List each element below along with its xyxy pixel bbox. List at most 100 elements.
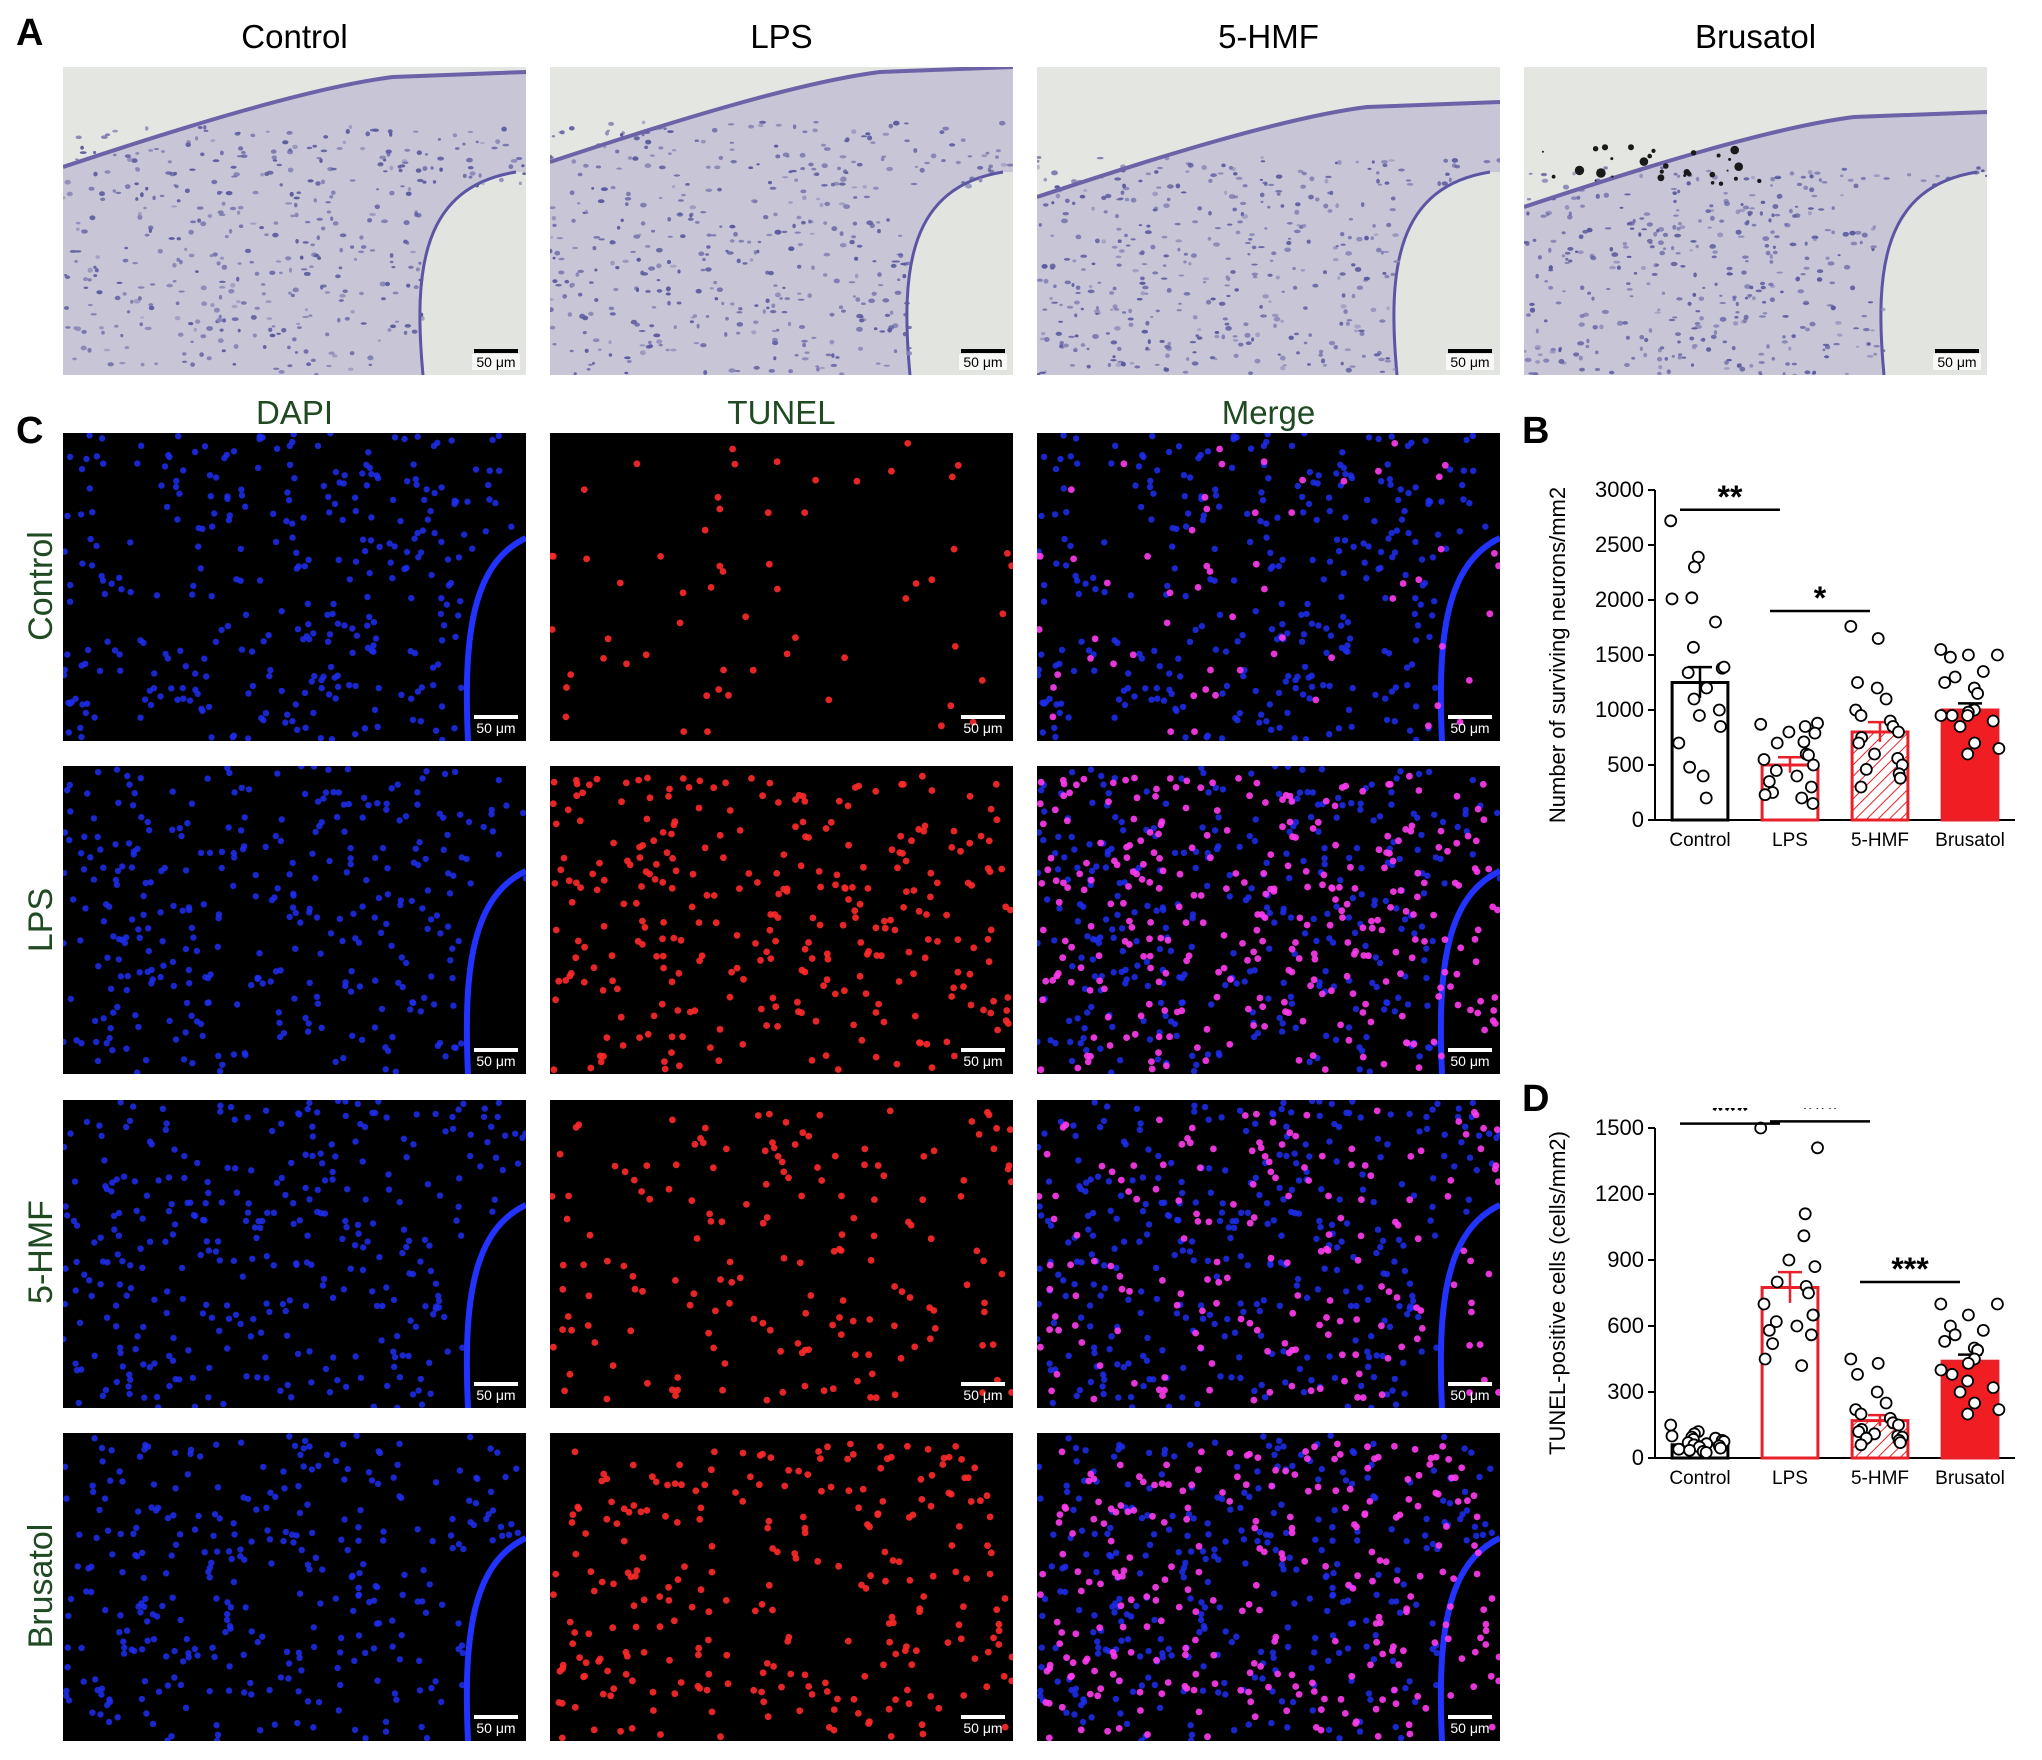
- data-point: [1806, 797, 1820, 810]
- data-point: [1700, 681, 1714, 695]
- data-point: [1976, 665, 1990, 678]
- panel-a-title-control: Control: [241, 18, 348, 55]
- data-point: [1802, 748, 1815, 762]
- y-tick-label: 500: [1607, 752, 1644, 777]
- y-tick-label: 0: [1632, 807, 1644, 832]
- y-tick-label: 1000: [1595, 697, 1644, 722]
- data-point: [1992, 1403, 2006, 1417]
- panel-c-row-lps: LPS: [22, 887, 60, 953]
- data-point: [1757, 1297, 1771, 1311]
- fluorescence-image-lps-tunel: 50 μm: [550, 766, 1013, 1074]
- data-point: [1868, 747, 1881, 761]
- data-point: [1766, 1337, 1780, 1351]
- data-point: [1976, 1323, 1990, 1337]
- fluorescence-image-lps-merge: 50 μm: [1037, 766, 1500, 1074]
- data-point: [1758, 788, 1772, 802]
- fluorescence-image-control-dapi: 50 μm: [63, 433, 526, 741]
- data-point: [1795, 1359, 1809, 1373]
- scale-bar-label: 50 μm: [1450, 720, 1490, 736]
- scale-bar-label: 50 μm: [959, 354, 1007, 370]
- data-point: [1871, 1356, 1885, 1370]
- histology-image-lps: 50 μm: [550, 67, 1013, 375]
- data-point: [1664, 1418, 1678, 1432]
- histology-image-control: 50 μm: [63, 67, 526, 375]
- panel-c-row-5hmf: 5-HMF: [22, 1200, 60, 1304]
- data-point: [1808, 1260, 1822, 1274]
- data-point: [1854, 780, 1868, 794]
- data-point: [1892, 725, 1905, 739]
- data-point: [1797, 735, 1811, 749]
- x-tick-label: Brusatol: [1935, 830, 2005, 851]
- x-tick-label: Brusatol: [1935, 1468, 2005, 1489]
- scale-bar-label: 50 μm: [476, 1387, 516, 1403]
- data-point: [1699, 791, 1713, 805]
- y-tick-label: 1500: [1595, 642, 1644, 667]
- panel-label-b: B: [1522, 410, 1550, 452]
- data-point: [1808, 726, 1822, 740]
- data-point: [1802, 1286, 1815, 1300]
- data-point: [1769, 764, 1783, 777]
- data-point: [1692, 709, 1706, 722]
- data-point: [1961, 648, 1975, 662]
- data-point: [1851, 676, 1864, 689]
- fluorescence-image-control-tunel: 50 μm: [550, 433, 1013, 741]
- data-point: [1938, 676, 1952, 689]
- x-tick-label: LPS: [1772, 1468, 1808, 1489]
- data-point: [1893, 1436, 1907, 1450]
- data-point: [1798, 720, 1812, 733]
- data-point: [1934, 1297, 1948, 1311]
- data-point: [1795, 791, 1809, 805]
- data-point: [1797, 1229, 1811, 1243]
- data-point: [1714, 720, 1727, 733]
- panel-label-c: C: [16, 410, 44, 452]
- data-point: [1806, 758, 1820, 772]
- data-point: [1687, 692, 1701, 706]
- y-tick-label: 3000: [1595, 477, 1644, 502]
- data-point: [1854, 1438, 1868, 1452]
- scale-bar-label: 50 μm: [476, 1053, 516, 1069]
- data-point: [1961, 709, 1975, 722]
- data-point: [1683, 1443, 1697, 1457]
- scale-bar-label: 50 μm: [476, 720, 516, 736]
- data-point: [1811, 1141, 1824, 1155]
- data-point: [1879, 1396, 1893, 1410]
- data-point: [1762, 1323, 1776, 1337]
- scale-bar-label: 50 μm: [963, 1720, 1003, 1736]
- x-tick-label: Control: [1669, 1468, 1730, 1489]
- data-point: [1961, 1356, 1975, 1370]
- y-tick-label: 2500: [1595, 532, 1644, 557]
- data-point: [1953, 720, 1967, 733]
- data-point: [1696, 769, 1710, 783]
- data-point: [1934, 709, 1948, 722]
- y-axis-label: Number of surviving neurons/mm2: [1545, 487, 1570, 823]
- data-point: [1851, 1367, 1864, 1381]
- y-tick-label: 1200: [1595, 1181, 1644, 1206]
- data-point: [1798, 1207, 1812, 1221]
- data-point: [1934, 643, 1948, 656]
- scale-bar-label: 50 μm: [1450, 1720, 1490, 1736]
- data-point: [1879, 692, 1893, 706]
- data-point: [1870, 1385, 1884, 1399]
- data-point: [1990, 648, 2004, 662]
- scale-bar-label: 50 μm: [1450, 1387, 1490, 1403]
- data-point: [1961, 1374, 1975, 1388]
- significance-label: *: [1814, 580, 1827, 616]
- data-point: [1948, 670, 1962, 684]
- scale-bar-label: 50 μm: [476, 1720, 516, 1736]
- data-point: [1770, 736, 1784, 750]
- data-point: [1782, 1253, 1796, 1267]
- data-point: [1790, 769, 1804, 783]
- data-point: [1714, 1441, 1727, 1455]
- scale-bar-label: 50 μm: [963, 720, 1003, 736]
- x-tick-label: 5-HMF: [1851, 830, 1909, 851]
- data-point: [1961, 1407, 1975, 1421]
- panel-c-column-tunel: TUNEL: [727, 394, 836, 431]
- data-point: [1968, 1396, 1982, 1410]
- data-point: [1968, 736, 1982, 750]
- data-point: [1892, 1418, 1905, 1432]
- fluorescence-image-5hmf-dapi: 50 μm: [63, 1100, 526, 1408]
- scale-bar-label: 50 μm: [1446, 354, 1494, 370]
- y-axis-label: TUNEL-positive cells (cells/mm2): [1545, 1131, 1570, 1455]
- data-point: [1893, 771, 1907, 785]
- data-point: [1686, 640, 1700, 654]
